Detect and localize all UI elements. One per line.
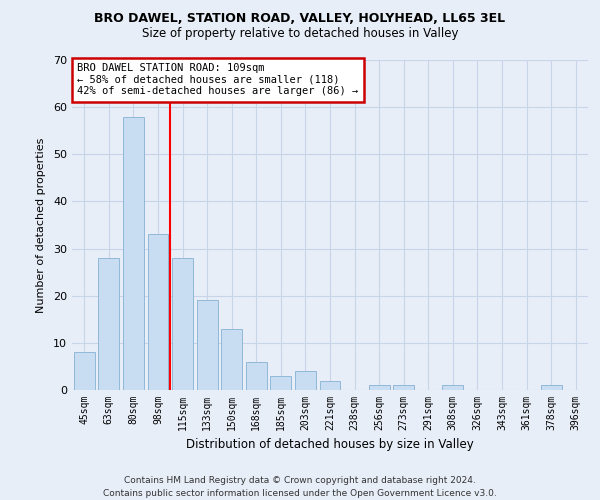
Bar [123,116,144,390]
Bar [74,352,95,390]
Bar [246,362,267,390]
Text: Contains HM Land Registry data © Crown copyright and database right 2024.
Contai: Contains HM Land Registry data © Crown c… [103,476,497,498]
X-axis label: Distribution of detached houses by size in Valley: Distribution of detached houses by size … [186,438,474,452]
Bar [393,386,414,390]
Bar [172,258,193,390]
Bar [221,328,242,390]
Bar [541,386,562,390]
Bar [197,300,218,390]
Bar [271,376,292,390]
Text: BRO DAWEL, STATION ROAD, VALLEY, HOLYHEAD, LL65 3EL: BRO DAWEL, STATION ROAD, VALLEY, HOLYHEA… [94,12,506,26]
Text: Size of property relative to detached houses in Valley: Size of property relative to detached ho… [142,28,458,40]
Bar [320,380,340,390]
Bar [148,234,169,390]
Bar [368,386,389,390]
Bar [295,371,316,390]
Bar [98,258,119,390]
Y-axis label: Number of detached properties: Number of detached properties [36,138,46,312]
Bar [442,386,463,390]
Text: BRO DAWEL STATION ROAD: 109sqm
← 58% of detached houses are smaller (118)
42% of: BRO DAWEL STATION ROAD: 109sqm ← 58% of … [77,64,358,96]
